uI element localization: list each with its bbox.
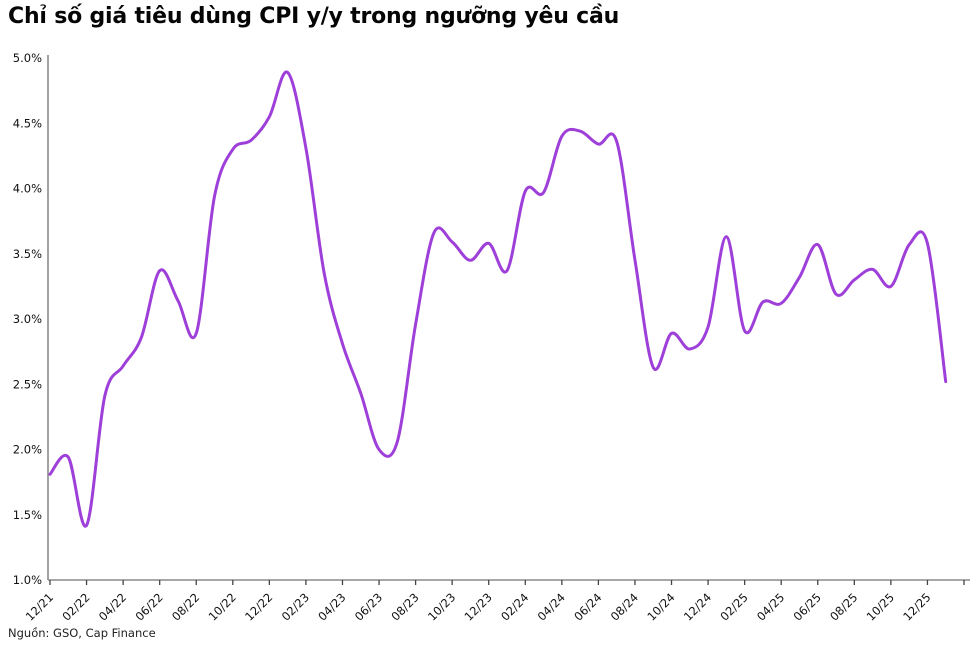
x-axis-tick-label: 02/23 [279,590,312,623]
y-axis-label: 4.0% [13,182,42,196]
x-axis-tick-label: 04/23 [315,590,348,623]
y-axis-label: 3.5% [13,247,42,261]
y-axis-label: 1.0% [13,573,42,587]
chart-title: Chỉ số giá tiêu dùng CPI y/y trong ngưỡn… [8,4,620,29]
x-axis-tick-label: 06/22 [132,590,165,623]
x-axis-tick-label: 06/23 [352,590,385,623]
x-axis-tick-label: 12/24 [681,590,714,623]
source-note: Nguồn: GSO, Cap Finance [8,626,156,640]
x-axis-tick-label: 02/22 [59,590,92,623]
y-axis-label: 4.5% [13,116,42,130]
x-axis-tick-label: 08/23 [388,590,421,623]
y-axis-label: 1.5% [13,508,42,522]
x-axis-tick-label: 12/23 [461,590,494,623]
x-axis-tick-label: 02/25 [717,590,750,623]
x-axis-tick-label: 08/24 [608,590,641,623]
x-axis-tick-label: 04/25 [754,590,787,623]
y-axis-label: 2.5% [13,377,42,391]
x-axis-tick-label: 08/22 [169,590,202,623]
x-axis-tick-label: 04/22 [96,590,129,623]
x-axis-tick-label: 10/24 [644,590,677,623]
x-axis-tick-label: 10/23 [425,590,458,623]
cpi-line [48,70,948,528]
x-axis-tick-label: 12/21 [23,590,56,623]
x-axis-tick-label: 02/24 [498,590,531,623]
x-axis-tick-label: 06/24 [571,590,604,623]
x-axis-tick-label: 12/22 [242,590,275,623]
y-axis-label: 3.0% [13,312,42,326]
y-axis-label: 2.0% [13,443,42,457]
y-axis-label: 5.0% [13,51,42,65]
x-axis-tick-label: 12/25 [900,590,933,623]
x-axis-tick-label: 10/25 [864,590,897,623]
x-axis-tick-label: 04/24 [535,590,568,623]
x-axis-tick-label: 10/22 [206,590,239,623]
x-axis-tick-label: 06/25 [791,590,824,623]
x-axis-tick-label: 08/25 [827,590,860,623]
